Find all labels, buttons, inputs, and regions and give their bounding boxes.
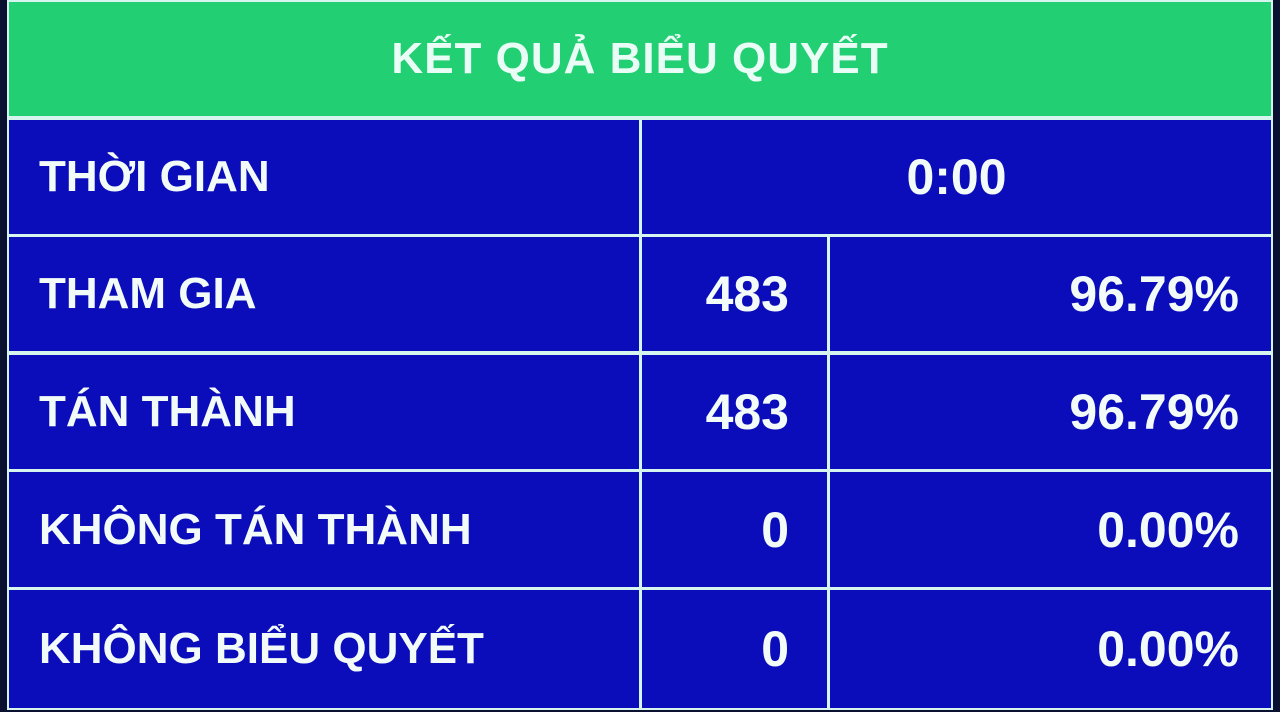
row-count-not-voting: 0: [642, 590, 827, 708]
row-count-approve: 483: [642, 355, 827, 469]
row-label-approve: TÁN THÀNH: [9, 355, 639, 469]
row-percent-disapprove: 0.00%: [830, 472, 1271, 587]
row-percent-approve: 96.79%: [830, 355, 1271, 469]
row-label-not-voting: KHÔNG BIỂU QUYẾT: [9, 590, 639, 708]
results-title: KẾT QUẢ BIỂU QUYẾT: [391, 34, 889, 83]
row-percent-participating: 96.79%: [830, 237, 1271, 351]
time-label: THỜI GIAN: [9, 120, 639, 234]
row-count-participating: 483: [642, 237, 827, 351]
row-label-participating: THAM GIA: [9, 237, 639, 351]
results-header: KẾT QUẢ BIỂU QUYẾT: [9, 2, 1271, 116]
time-value: 0:00: [642, 120, 1271, 234]
row-count-disapprove: 0: [642, 472, 827, 587]
row-label-disapprove: KHÔNG TÁN THÀNH: [9, 472, 639, 587]
vote-results-board: KẾT QUẢ BIỂU QUYẾT THỜI GIAN 0:00 THAM G…: [7, 0, 1273, 710]
row-percent-not-voting: 0.00%: [830, 590, 1271, 708]
